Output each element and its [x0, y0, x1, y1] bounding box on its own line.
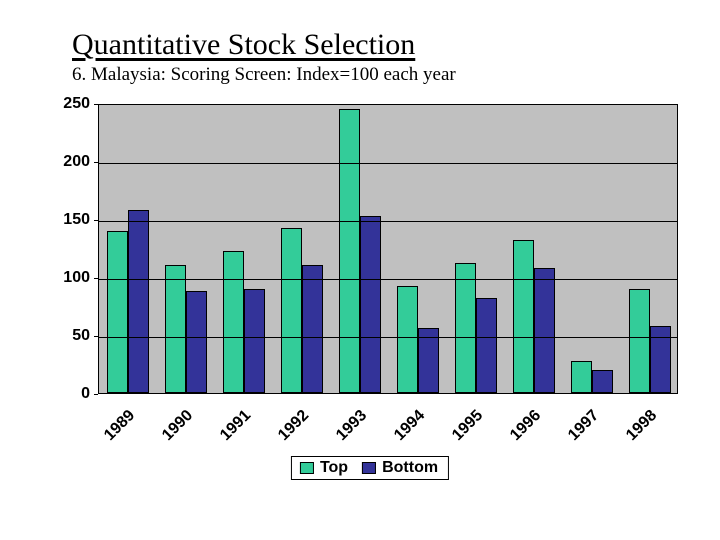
x-axis-label: 1989	[101, 407, 139, 445]
x-axis-label: 1995	[449, 407, 487, 445]
bar-top	[629, 289, 650, 393]
legend-label-top: Top	[320, 459, 348, 477]
bars-layer	[99, 105, 677, 393]
plot-area	[98, 104, 678, 394]
gridline	[99, 279, 677, 280]
x-axis-label: 1994	[391, 407, 429, 445]
x-axis-label: 1991	[217, 407, 255, 445]
x-axis-label: 1992	[275, 407, 313, 445]
x-axis-label: 1996	[507, 407, 545, 445]
bar-top	[571, 361, 592, 393]
bar-bottom	[592, 370, 613, 393]
x-axis-label: 1998	[623, 407, 661, 445]
y-tick	[94, 278, 98, 279]
legend-item-bottom: Bottom	[362, 459, 438, 477]
bar-top	[165, 265, 186, 393]
bar-bottom	[360, 216, 381, 393]
bar-bottom	[128, 210, 149, 393]
y-axis-label: 0	[50, 385, 90, 403]
y-axis-label: 200	[50, 153, 90, 171]
slide-title: Quantitative Stock Selection	[72, 28, 690, 62]
y-axis-label: 50	[50, 327, 90, 345]
x-axis-label: 1997	[565, 407, 603, 445]
bar-bottom	[534, 268, 555, 393]
bar-bottom	[476, 298, 497, 393]
gridline	[99, 221, 677, 222]
y-axis-label: 150	[50, 211, 90, 229]
bar-bottom	[244, 289, 265, 393]
bar-top	[397, 286, 418, 393]
bar-bottom	[302, 265, 323, 393]
slide-subtitle: 6. Malaysia: Scoring Screen: Index=100 e…	[72, 64, 690, 86]
y-tick	[94, 394, 98, 395]
y-tick	[94, 336, 98, 337]
legend-swatch-top	[300, 462, 314, 474]
bar-top	[455, 263, 476, 393]
y-axis-label: 250	[50, 95, 90, 113]
gridline	[99, 337, 677, 338]
legend-swatch-bottom	[362, 462, 376, 474]
x-axis-label: 1993	[333, 407, 371, 445]
legend: Top Bottom	[291, 456, 449, 480]
y-tick	[94, 104, 98, 105]
bar-top	[513, 240, 534, 393]
x-axis-label: 1990	[159, 407, 197, 445]
chart: Top Bottom 05010015020025019891990199119…	[50, 104, 690, 484]
legend-label-bottom: Bottom	[382, 459, 438, 477]
bar-top	[339, 109, 360, 393]
bar-top	[223, 251, 244, 393]
slide-container: Quantitative Stock Selection 6. Malaysia…	[0, 0, 720, 540]
y-tick	[94, 220, 98, 221]
bar-top	[281, 228, 302, 393]
gridline	[99, 163, 677, 164]
legend-item-top: Top	[300, 459, 348, 477]
bar-bottom	[186, 291, 207, 393]
bar-top	[107, 231, 128, 393]
y-axis-label: 100	[50, 269, 90, 287]
y-tick	[94, 162, 98, 163]
bar-bottom	[650, 326, 671, 393]
